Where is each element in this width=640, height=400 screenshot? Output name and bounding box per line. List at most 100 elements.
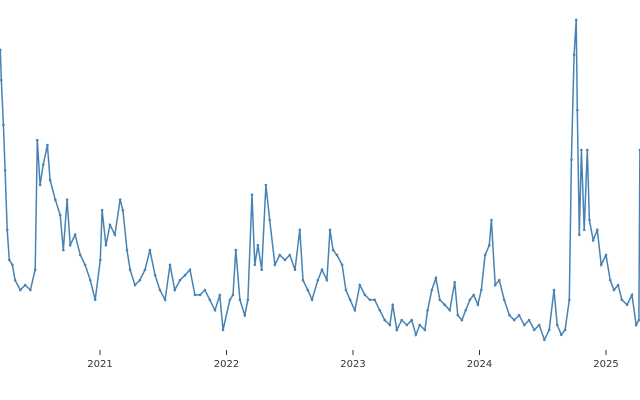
data-point <box>231 293 235 297</box>
x-tick-2025: 2025 <box>593 350 619 370</box>
data-point <box>625 303 629 307</box>
data-point <box>637 318 640 322</box>
x-tick-2024: 2024 <box>467 350 492 370</box>
data-point <box>547 328 551 332</box>
data-point <box>143 268 147 272</box>
data-point <box>250 193 254 197</box>
data-point <box>268 218 272 222</box>
data-point <box>552 288 556 292</box>
data-point <box>325 278 329 282</box>
data-point <box>93 298 97 302</box>
data-point <box>133 283 137 287</box>
data-point <box>572 53 576 57</box>
data-point <box>348 298 352 302</box>
data-point <box>213 309 217 312</box>
data-point <box>8 258 11 262</box>
data-point <box>288 253 292 257</box>
data-point <box>512 318 516 322</box>
data-point <box>203 288 207 292</box>
data-point <box>344 288 348 292</box>
data-point <box>453 281 457 284</box>
data-point <box>400 318 404 322</box>
data-point <box>2 123 5 127</box>
data-point <box>198 293 202 297</box>
data-point <box>158 288 162 292</box>
data-point <box>310 298 314 302</box>
x-tick-2023: 2023 <box>340 350 366 370</box>
data-point <box>533 328 536 332</box>
data-point <box>99 258 102 262</box>
data-point <box>48 178 52 182</box>
data-point <box>73 233 77 236</box>
data-point <box>588 218 591 222</box>
data-point <box>596 228 599 232</box>
data-point <box>331 248 335 252</box>
data-point <box>298 228 302 232</box>
data-point <box>41 163 45 166</box>
data-point <box>118 198 122 201</box>
data-point <box>523 323 526 327</box>
data-point <box>537 323 541 327</box>
data-point <box>68 243 72 247</box>
data-point <box>616 283 620 287</box>
data-point <box>163 298 167 302</box>
data-point <box>13 278 17 282</box>
data-point <box>634 323 638 327</box>
data-point <box>153 274 157 277</box>
data-point <box>448 309 452 312</box>
data-point <box>410 318 414 322</box>
data-point <box>193 293 197 297</box>
data-point <box>426 309 429 312</box>
data-point <box>438 298 442 302</box>
data-point <box>218 293 222 297</box>
data-point <box>278 253 282 257</box>
data-point <box>378 309 382 312</box>
data-point <box>493 283 497 287</box>
data-point <box>464 309 468 312</box>
data-point <box>178 278 182 282</box>
x-tick-2022: 2022 <box>214 350 239 370</box>
x-tick-label: 2025 <box>593 359 618 370</box>
data-point <box>36 138 39 142</box>
data-point <box>604 253 608 257</box>
data-point <box>5 228 9 232</box>
data-point <box>38 183 42 187</box>
data-point <box>363 293 367 297</box>
x-tick-label: 2023 <box>340 359 365 370</box>
data-point <box>54 198 57 201</box>
data-point <box>582 228 586 232</box>
data-point <box>306 288 310 292</box>
data-point <box>353 309 357 312</box>
data-point <box>293 268 297 272</box>
x-tick-label: 2024 <box>467 359 492 370</box>
data-point <box>11 263 14 267</box>
data-point <box>488 243 491 247</box>
data-point <box>320 268 324 272</box>
data-point <box>586 148 589 152</box>
data-point <box>391 303 395 307</box>
data-point <box>468 298 472 302</box>
data-point <box>58 213 62 217</box>
data-point <box>517 313 521 317</box>
data-point <box>620 298 624 302</box>
data-point <box>456 313 460 317</box>
data-point <box>19 288 22 292</box>
data-point <box>388 323 392 327</box>
data-point <box>563 328 567 332</box>
data-point <box>560 333 563 337</box>
data-point <box>335 253 339 257</box>
data-point <box>612 288 616 292</box>
data-point <box>599 263 603 267</box>
data-point <box>418 323 422 327</box>
data-point <box>208 298 212 302</box>
data-point <box>414 333 418 337</box>
data-point <box>29 288 32 292</box>
data-point <box>62 248 65 252</box>
data-point <box>264 183 268 187</box>
data-point <box>108 223 112 227</box>
data-point <box>498 278 501 282</box>
data-point <box>79 253 82 257</box>
data-point <box>570 158 573 162</box>
data-point <box>508 313 511 317</box>
